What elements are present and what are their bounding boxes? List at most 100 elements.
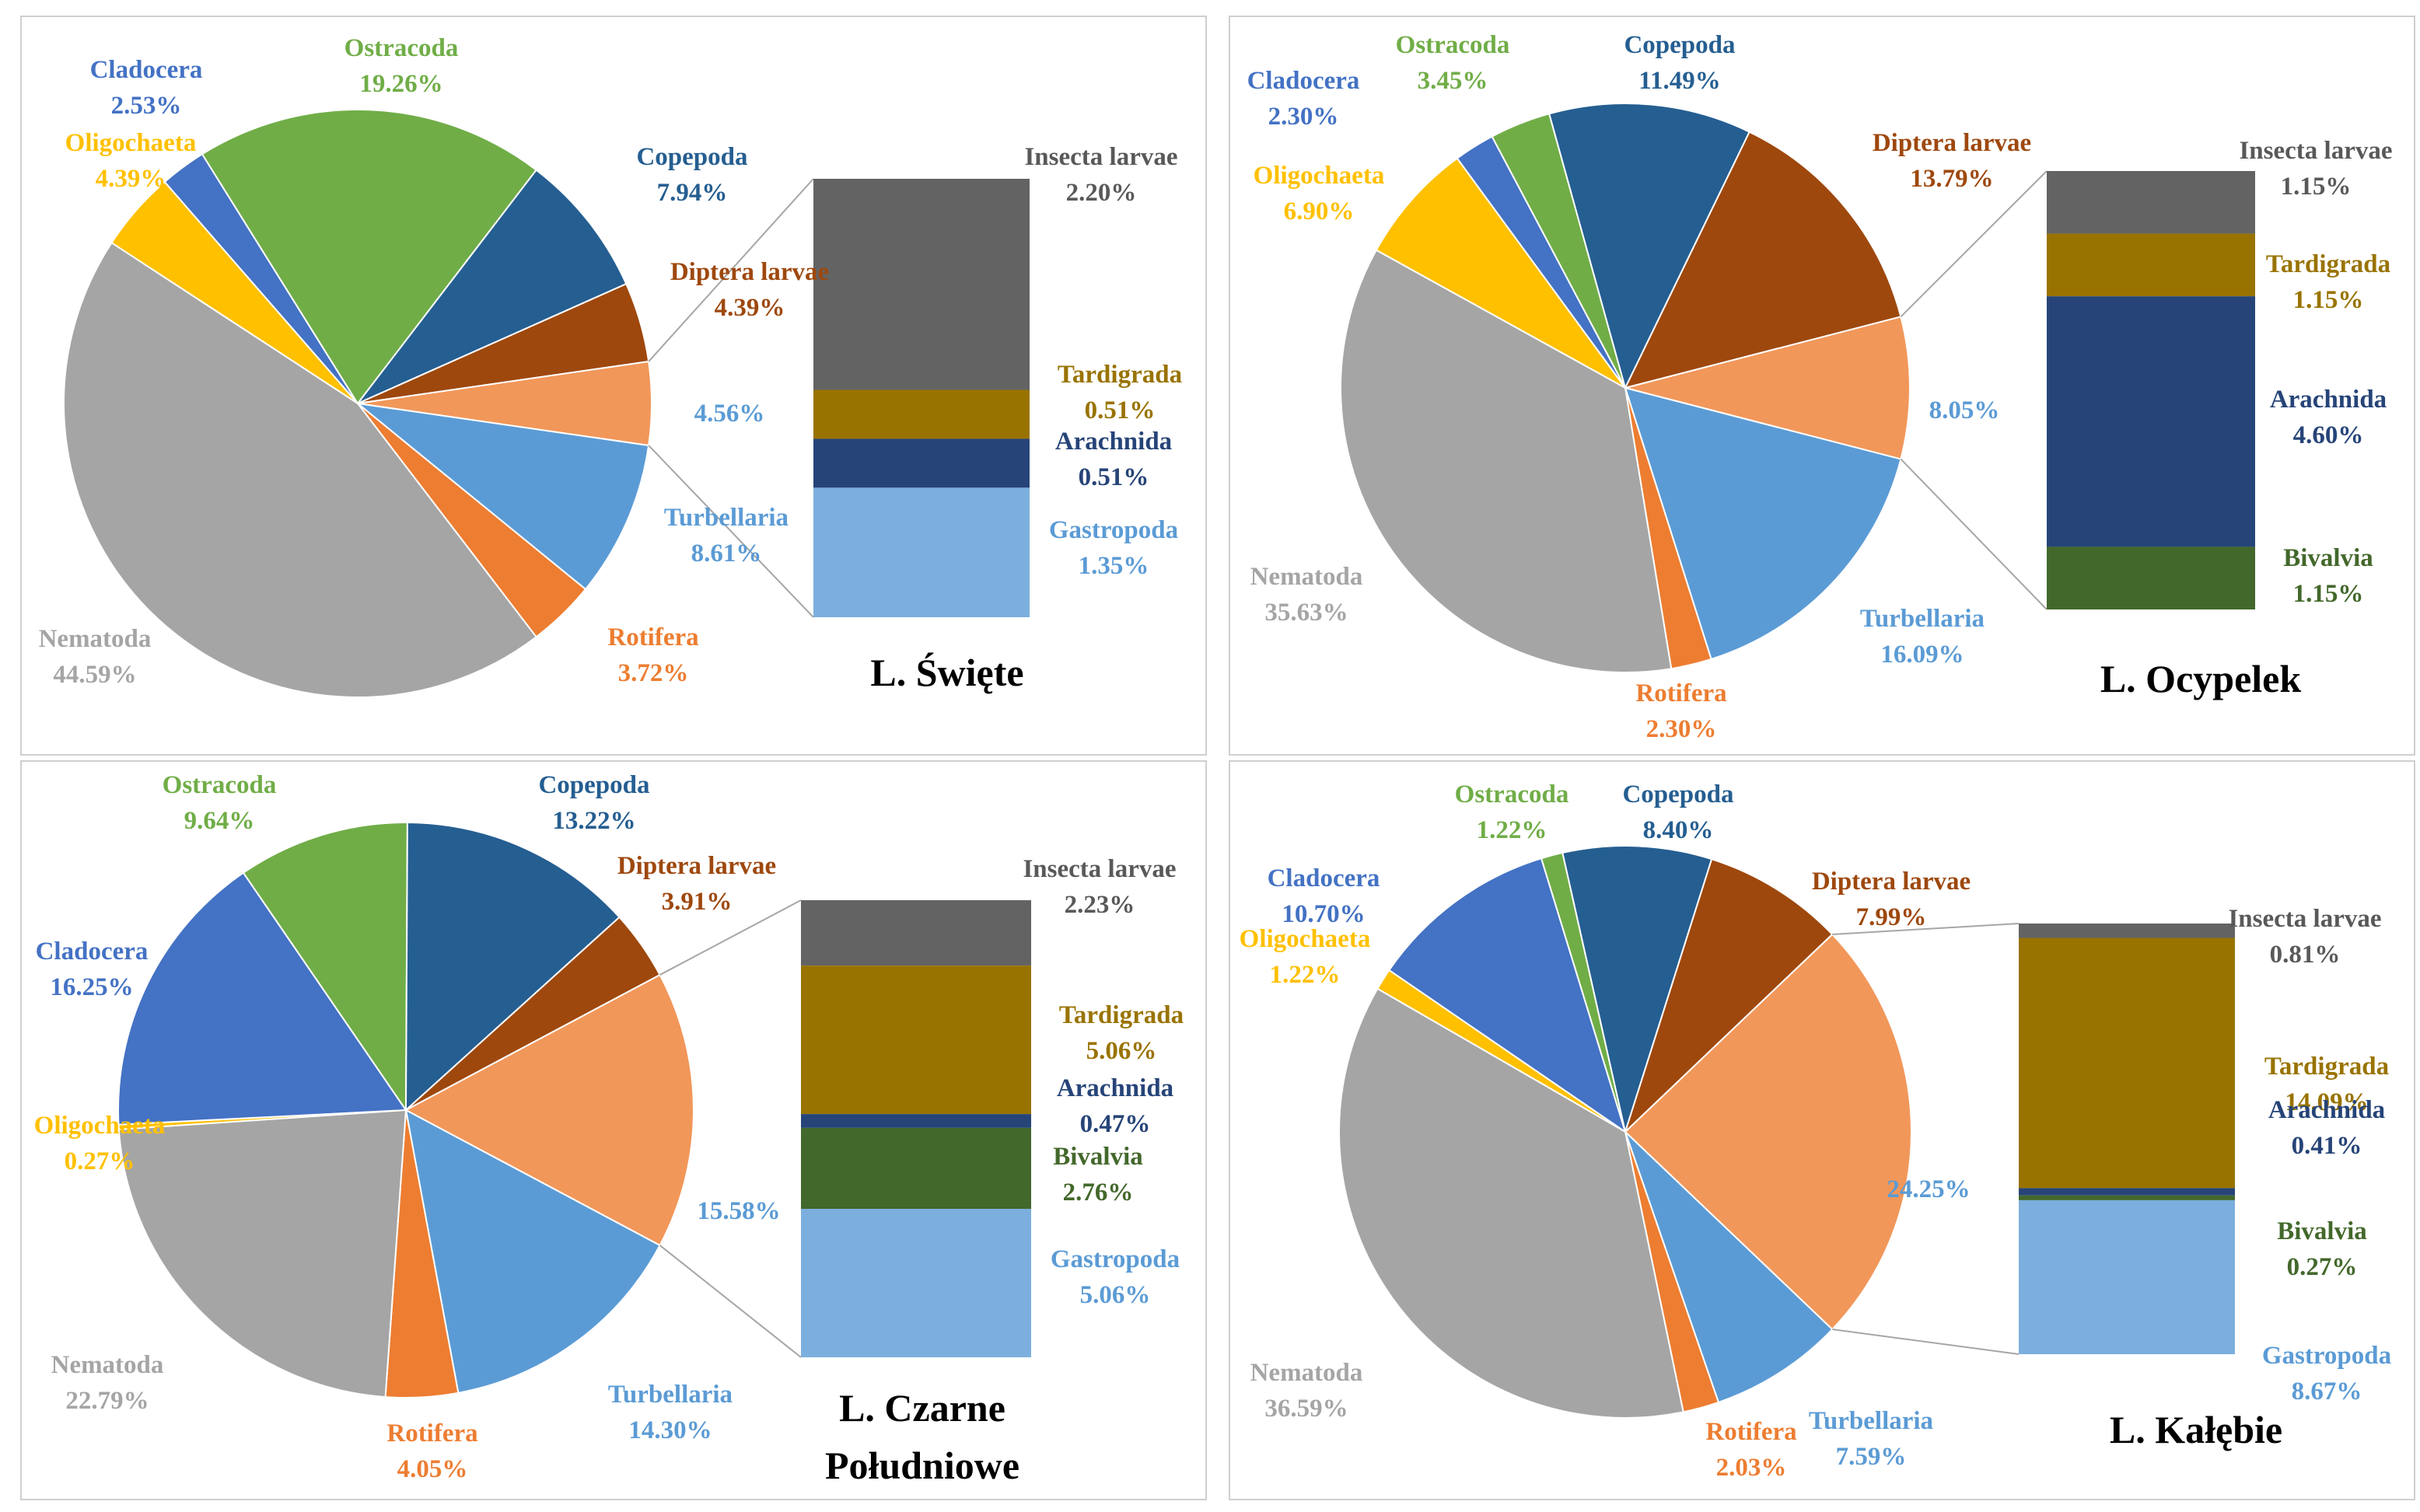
slice-ostracoda-label: Ostracoda (1396, 31, 1510, 59)
pie-slice-turbellaria (355, 402, 650, 591)
slice-ostracoda-label: Ostracoda (344, 34, 459, 62)
bar-segment-gastropoda (2019, 1199, 2235, 1354)
bar-tardigrada-pct: 5.06% (1086, 1037, 1157, 1065)
slice-ostracoda-label: Ostracoda (163, 771, 277, 799)
pie-slice-diptera-larvae (1624, 857, 1834, 1133)
bar-segment-arachnida (813, 438, 1030, 488)
bar-insecta-larvae-pct: 2.23% (1065, 891, 1135, 919)
connector-line-top (1900, 170, 2048, 318)
connector-line-top (659, 899, 802, 976)
chart-ocypelek: Oligochaeta 6.90% Cladocera 2.30% Ostracoda 3… (1247, 31, 2393, 743)
chart-title-line-2: Południowe (825, 1444, 1019, 1487)
pie-slice-copepoda (1561, 845, 1713, 1135)
chart-swiete: Oligochaeta 4.39% Cladocera 2.53% Ostracoda 1… (39, 34, 1182, 698)
pie-slice-ostracoda (242, 821, 408, 1113)
bar-segment-tardigrada (2047, 233, 2255, 297)
slice-cladocera-pct: 16.25% (50, 973, 133, 1001)
bar-arachnida-pct: 4.60% (2293, 421, 2364, 449)
pie-slice-cladocera (1388, 857, 1627, 1134)
slice-nematoda-pct: 22.79% (65, 1387, 149, 1415)
bar-insecta-larvae-label: Insecta larvae (2239, 137, 2392, 165)
slice-diptera-larvae-label: Diptera larvae (617, 852, 776, 880)
slice-nematoda-pct: 44.59% (53, 661, 136, 689)
slice-oligochaeta-pct: 1.22% (1270, 961, 1341, 989)
bar-gastropoda-pct: 8.67% (2292, 1378, 2362, 1405)
slice-nematoda-label: Nematoda (1250, 563, 1363, 591)
slice-rotifera-pct: 2.30% (1646, 715, 1717, 743)
slice-rotifera-pct: 4.05% (397, 1455, 468, 1483)
slice-copepoda-label: Copepoda (1622, 780, 1733, 808)
slice-rotifera-pct: 2.03% (1716, 1454, 1787, 1482)
slice-cladocera-pct: 2.30% (1268, 103, 1339, 131)
connector-line-bottom (648, 445, 814, 618)
chart-title: L. Ocypelek (2100, 657, 2302, 700)
pie-slice-oligochaeta (1375, 157, 1626, 389)
slice-diptera-larvae-pct: 3.91% (662, 888, 733, 916)
slice-cladocera-label: Cladocera (36, 938, 149, 966)
slice-turbellaria-label: Turbellaria (664, 504, 789, 532)
bar-segment-arachnida (801, 1114, 1031, 1128)
bar-bivalvia-label: Bivalvia (2283, 544, 2373, 572)
bar-insecta-larvae-label: Insecta larvae (2228, 905, 2381, 933)
bar-insecta-larvae-label: Insecta larvae (1024, 143, 1177, 171)
slice-turbellaria-pct: 7.59% (1836, 1443, 1907, 1471)
chart-panel-kalebie: Oligochaeta 1.22% Cladocera 10.70% Ostracoda… (1229, 760, 2415, 1500)
bar-gastropoda-label: Gastropoda (2262, 1342, 2391, 1370)
slice-rotifera-label: Rotifera (386, 1419, 477, 1447)
slice-cladocera-label: Cladocera (1247, 67, 1360, 95)
pie-slice-copepoda (1547, 103, 1751, 390)
slice-copepoda-pct: 11.49% (1638, 67, 1720, 95)
slice-ostracoda-label: Ostracoda (1455, 780, 1569, 808)
slice-nematoda-pct: 36.59% (1264, 1395, 1348, 1423)
slice-rotifera-label: Rotifera (607, 623, 698, 651)
bar-segment-tardigrada (801, 966, 1031, 1115)
chart-title-line-1: L. Czarne (839, 1386, 1005, 1430)
slice-cladocera-pct: 10.70% (1282, 900, 1365, 928)
bar-bivalvia-pct: 2.76% (1063, 1179, 1134, 1206)
pie-slice-other (404, 973, 694, 1247)
bar-insecta-larvae-pct: 2.20% (1066, 179, 1137, 207)
bar-arachnida-label: Arachnida (2268, 1096, 2385, 1124)
bar-arachnida-pct: 0.41% (2292, 1132, 2362, 1160)
slice-turbellaria-label: Turbellaria (1809, 1407, 1933, 1435)
bar-insecta-larvae-label: Insecta larvae (1023, 855, 1176, 883)
pie-slice-turbellaria (1624, 1131, 1834, 1404)
pie-slice-nematoda (117, 1109, 407, 1399)
bar-insecta-larvae-pct: 0.81% (2270, 941, 2341, 969)
slice-other-pct: 8.05% (1929, 396, 2000, 424)
slice-diptera-larvae-label: Diptera larvae (1873, 129, 2031, 157)
bar-arachnida-pct: 0.47% (1080, 1110, 1151, 1138)
bar-segment-insecta-larvae (2047, 171, 2255, 234)
bar-segment-tardigrada (813, 389, 1030, 439)
bar-bivalvia-label: Bivalvia (1053, 1143, 1143, 1171)
slice-nematoda-label: Nematoda (39, 625, 152, 653)
chart-panel-ocypelek: Oligochaeta 6.90% Cladocera 2.30% Ostracoda 3… (1229, 16, 2415, 756)
bar-segment-insecta-larvae (813, 179, 1030, 390)
bar-bivalvia-pct: 0.27% (2287, 1253, 2358, 1281)
slice-turbellaria-pct: 8.61% (691, 540, 762, 567)
slice-oligochaeta-pct: 0.27% (65, 1147, 135, 1175)
bar-arachnida-label: Arachnida (2270, 386, 2387, 414)
connector-line-bottom (1900, 458, 2048, 610)
slice-copepoda-pct: 7.94% (657, 179, 728, 207)
pie-slice-nematoda (63, 241, 537, 698)
slice-nematoda-label: Nematoda (1250, 1359, 1363, 1387)
slice-ostracoda-pct: 1.22% (1477, 816, 1547, 844)
bar-gastropoda-pct: 1.35% (1079, 552, 1149, 580)
pie-slice-turbellaria (404, 1109, 661, 1394)
chart-panel-czarne-poludniowe: Oligochaeta 0.27% Cladocera 16.25% Ostracoda… (20, 760, 1207, 1500)
bar-insecta-larvae-pct: 1.15% (2281, 173, 2352, 201)
slice-diptera-larvae-pct: 13.79% (1910, 165, 1993, 193)
bar-segment-tardigrada (2019, 938, 2235, 1189)
bar-segment-bivalvia (2047, 546, 2255, 609)
bar-segment-insecta-larvae (2019, 924, 2235, 938)
bar-arachnida-pct: 0.51% (1079, 463, 1149, 491)
slice-turbellaria-label: Turbellaria (1860, 605, 1985, 633)
bar-tardigrada-label: Tardigrada (1058, 361, 1182, 389)
slice-diptera-larvae-pct: 7.99% (1856, 903, 1927, 931)
pie-slice-ostracoda (201, 109, 537, 405)
slice-turbellaria-pct: 14.30% (628, 1416, 712, 1444)
bar-gastropoda-label: Gastropoda (1049, 516, 1178, 544)
slice-oligochaeta-label: Oligochaeta (1254, 162, 1385, 190)
pie-slice-copepoda (357, 169, 628, 404)
